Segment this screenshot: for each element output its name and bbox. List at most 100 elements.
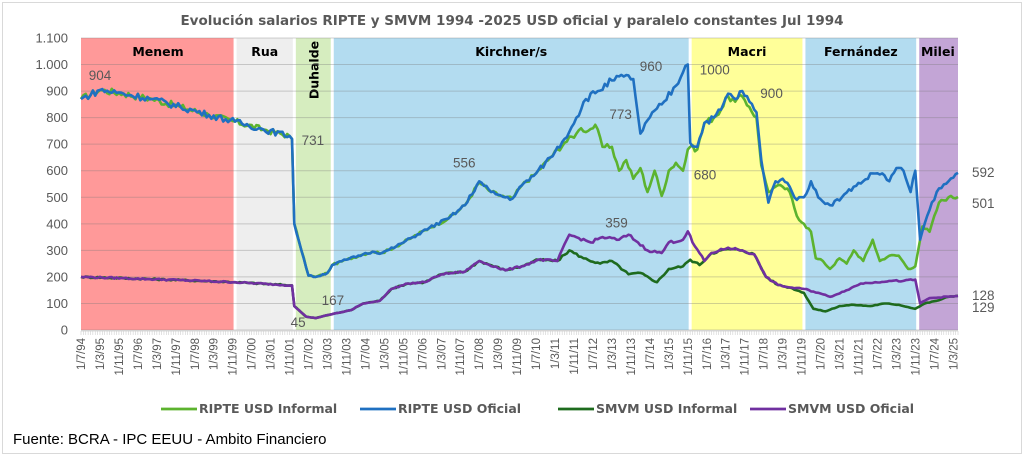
x-tick-label: 1/3/97	[152, 338, 164, 370]
x-tick-label: 1/11/23	[910, 338, 922, 376]
x-tick-label: 1/11/09	[512, 338, 524, 376]
x-tick-label: 1/3/21	[834, 338, 846, 370]
data-label-359: 359	[605, 216, 628, 231]
x-tick-label: 1/11/99	[228, 338, 240, 376]
data-label-129: 129	[972, 300, 995, 315]
data-label-167: 167	[322, 293, 345, 308]
period-label-milei: Milei	[921, 44, 955, 59]
data-label-900: 900	[760, 86, 783, 101]
x-tick-label: 1/7/20	[816, 338, 828, 370]
x-tick-label: 1/11/11	[569, 338, 581, 375]
period-label-rua: Rua	[251, 44, 278, 59]
period-band-macri	[691, 38, 803, 330]
data-label-556: 556	[453, 155, 476, 170]
y-tick-label: 500	[46, 190, 68, 205]
x-tick-label: 1/3/09	[493, 338, 505, 370]
source-note: Fuente: BCRA - IPC EEUU - Ambito Financi…	[13, 431, 326, 448]
period-label-macri: Macri	[728, 44, 767, 59]
x-tick-label: 1/7/00	[247, 338, 259, 370]
x-tick-label: 1/11/03	[341, 338, 353, 376]
x-axis: 1/7/94 1/3/95 1/11/95 1/7/96 1/3/97 1/11/97 1/…	[76, 330, 960, 376]
x-tick-label: 1/7/02	[304, 338, 316, 370]
period-label-duhalde: Duhalde	[306, 41, 321, 99]
period-band-kirchner-s	[333, 38, 689, 330]
data-label-731: 731	[302, 133, 325, 148]
x-tick-label: 1/3/15	[664, 338, 676, 370]
x-tick-label: 1/11/19	[797, 338, 809, 376]
y-tick-label: 100	[46, 296, 68, 311]
x-tick-label: 1/7/18	[759, 338, 771, 370]
x-tick-label: 1/7/12	[588, 338, 600, 370]
x-tick-label: 1/3/17	[721, 338, 733, 370]
x-tick-label: 1/3/19	[778, 338, 790, 370]
data-label-501: 501	[972, 196, 995, 211]
x-tick-label: 1/11/01	[285, 338, 297, 376]
legend-item-smvm-usd-informal: SMVM USD Informal	[558, 401, 737, 416]
period-label-menem: Menem	[132, 44, 183, 59]
period-bands: Menem Rua Duhalde Kirchner/s Macri Fernández M…	[81, 38, 958, 330]
legend-label: SMVM USD Informal	[596, 401, 737, 416]
data-label-773: 773	[609, 107, 632, 122]
x-tick-label: 1/7/96	[133, 338, 145, 370]
x-tick-label: 1/11/13	[626, 338, 638, 376]
legend-item-smvm-usd-oficial: SMVM USD Oficial	[750, 401, 914, 416]
legend-label: SMVM USD Oficial	[788, 401, 914, 416]
data-label-1000: 1000	[700, 63, 730, 78]
x-tick-label: 1/3/99	[209, 338, 221, 370]
y-tick-label: 600	[46, 163, 68, 178]
x-tick-label: 1/11/05	[398, 338, 410, 376]
y-tick-label: 1.000	[35, 57, 68, 72]
data-label-960: 960	[640, 59, 663, 74]
series-line-ripte-usd-oficial	[80, 63, 959, 279]
legend-item-ripte-usd-informal: RIPTE USD Informal	[161, 401, 337, 416]
x-tick-label: 1/11/17	[740, 338, 752, 376]
x-tick-label: 1/11/21	[853, 338, 865, 376]
data-label-45: 45	[291, 315, 306, 330]
data-label-904: 904	[89, 68, 112, 83]
legend-item-ripte-usd-oficial: RIPTE USD Oficial	[360, 401, 521, 416]
y-tick-label: 700	[46, 137, 68, 152]
y-tick-label: 300	[46, 243, 68, 258]
x-tick-label: 1/3/95	[95, 338, 107, 370]
x-tick-label: 1/7/98	[190, 338, 202, 370]
legend-label: RIPTE USD Informal	[199, 401, 337, 416]
x-tick-label: 1/7/06	[417, 338, 429, 370]
x-tick-label: 1/11/07	[455, 338, 467, 376]
data-label-128: 128	[972, 288, 995, 303]
x-tick-label: 1/11/15	[683, 338, 695, 376]
y-tick-label: 900	[46, 84, 68, 99]
series-line-smvm-usd-oficial	[80, 230, 959, 320]
y-tick-label: 200	[46, 269, 68, 284]
legend: RIPTE USD Informal RIPTE USD Oficial SMVM …	[161, 401, 914, 416]
x-tick-label: 1/7/94	[76, 337, 88, 370]
data-label-680: 680	[694, 167, 717, 182]
y-tick-label: 1.100	[35, 31, 68, 46]
x-tick-label: 1/3/23	[891, 338, 903, 370]
legend-label: RIPTE USD Oficial	[398, 401, 521, 416]
x-tick-label: 1/11/97	[171, 338, 183, 376]
x-tick-label: 1/3/11	[550, 338, 562, 369]
y-tick-label: 400	[46, 216, 68, 231]
period-band-duhalde	[295, 38, 331, 330]
x-tick-label: 1/3/05	[379, 338, 391, 370]
x-tick-label: 1/7/04	[360, 337, 372, 370]
x-tick-label: 1/3/25	[948, 338, 960, 370]
y-tick-label: 800	[46, 110, 68, 125]
y-tick-label: 0	[61, 323, 68, 338]
x-tick-label: 1/7/16	[702, 338, 714, 370]
period-label-kirchner-s: Kirchner/s	[475, 44, 547, 59]
period-band-milei	[919, 38, 958, 330]
x-tick-label: 1/7/22	[872, 338, 884, 370]
x-tick-label: 1/3/13	[607, 338, 619, 370]
x-tick-label: 1/7/24	[929, 337, 941, 370]
x-tick-label: 1/7/14	[645, 337, 657, 370]
x-tick-label: 1/11/95	[114, 338, 126, 376]
series-lines	[79, 63, 959, 320]
x-tick-label: 1/7/08	[474, 338, 486, 370]
line-chart: Evolución salarios RIPTE y SMVM 1994 -20…	[13, 13, 995, 448]
data-label-592: 592	[972, 165, 995, 180]
x-tick-label: 1/3/03	[323, 338, 335, 370]
y-axis: 0 100 200 300 400 500 600 700 800 900 1.000 1.100	[35, 31, 68, 338]
annotations: 904 731 167 45 556 773 960 359 1000 680 900 592 501 1…	[89, 59, 995, 330]
